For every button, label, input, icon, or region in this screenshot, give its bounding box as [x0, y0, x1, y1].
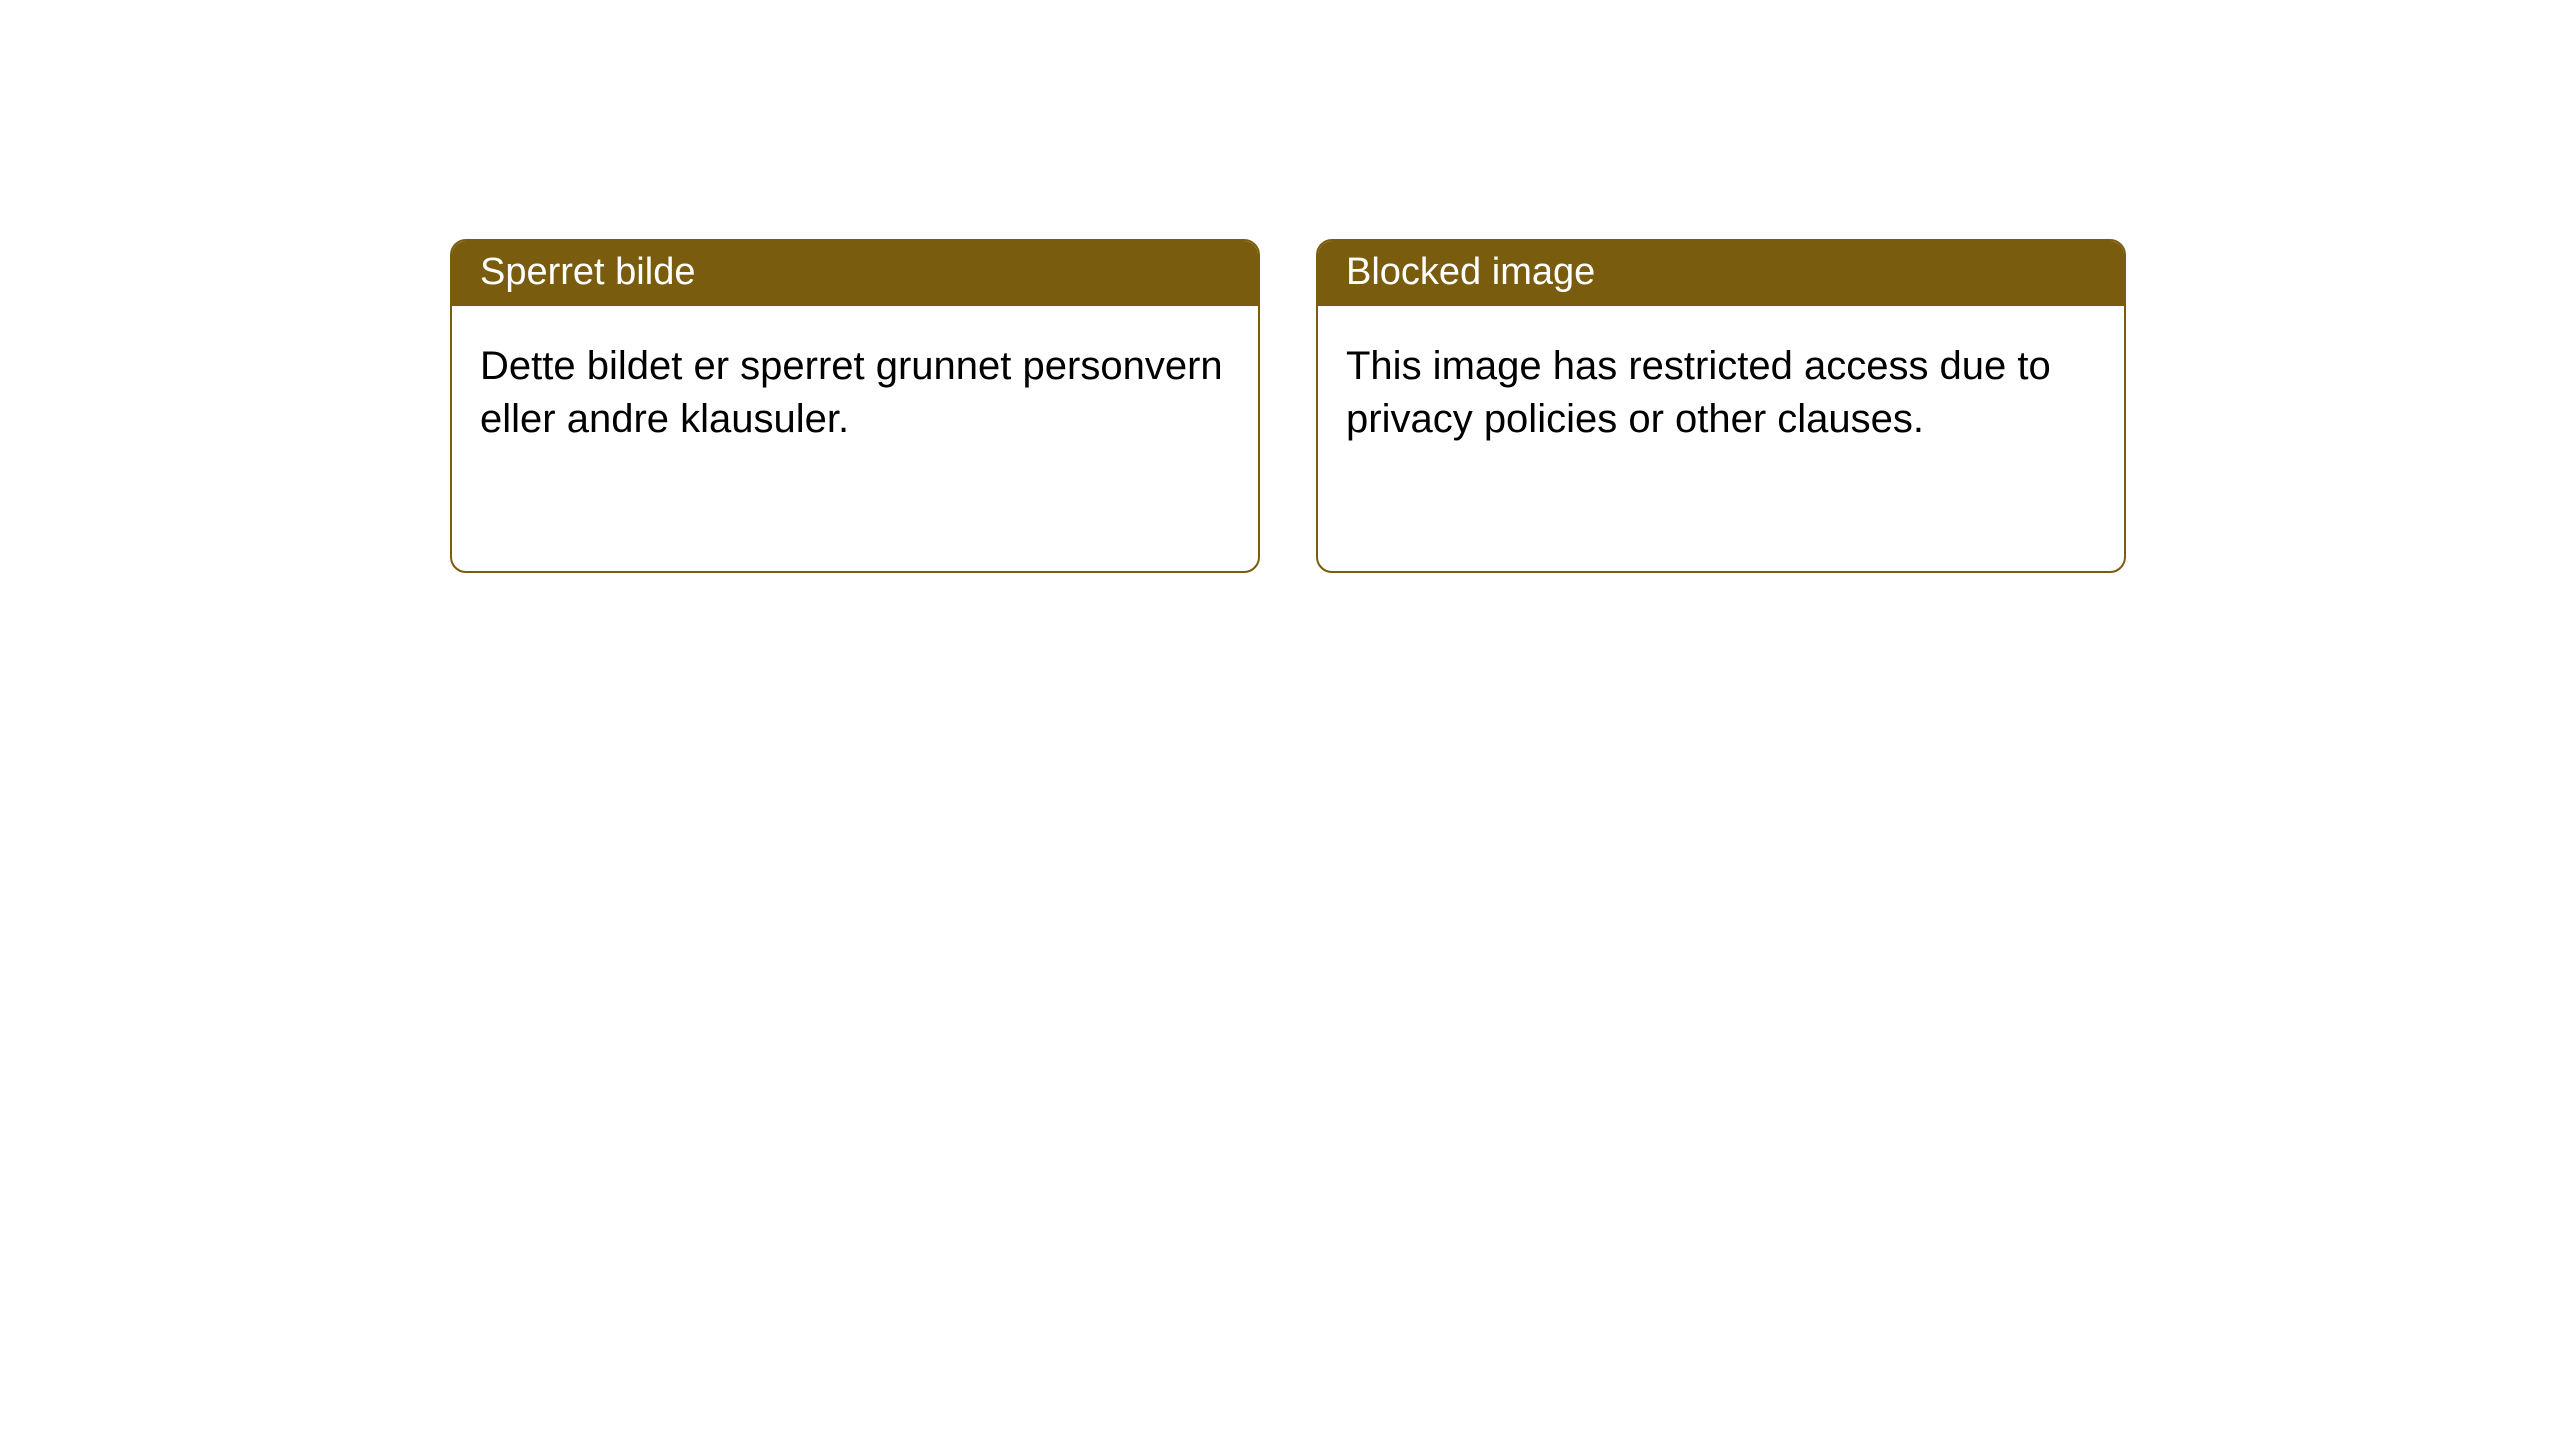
notice-title-norwegian: Sperret bilde	[452, 241, 1258, 306]
notice-body-norwegian: Dette bildet er sperret grunnet personve…	[452, 306, 1258, 480]
notice-container: Sperret bilde Dette bildet er sperret gr…	[0, 0, 2560, 573]
notice-body-english: This image has restricted access due to …	[1318, 306, 2124, 480]
notice-card-english: Blocked image This image has restricted …	[1316, 239, 2126, 573]
notice-title-english: Blocked image	[1318, 241, 2124, 306]
notice-card-norwegian: Sperret bilde Dette bildet er sperret gr…	[450, 239, 1260, 573]
